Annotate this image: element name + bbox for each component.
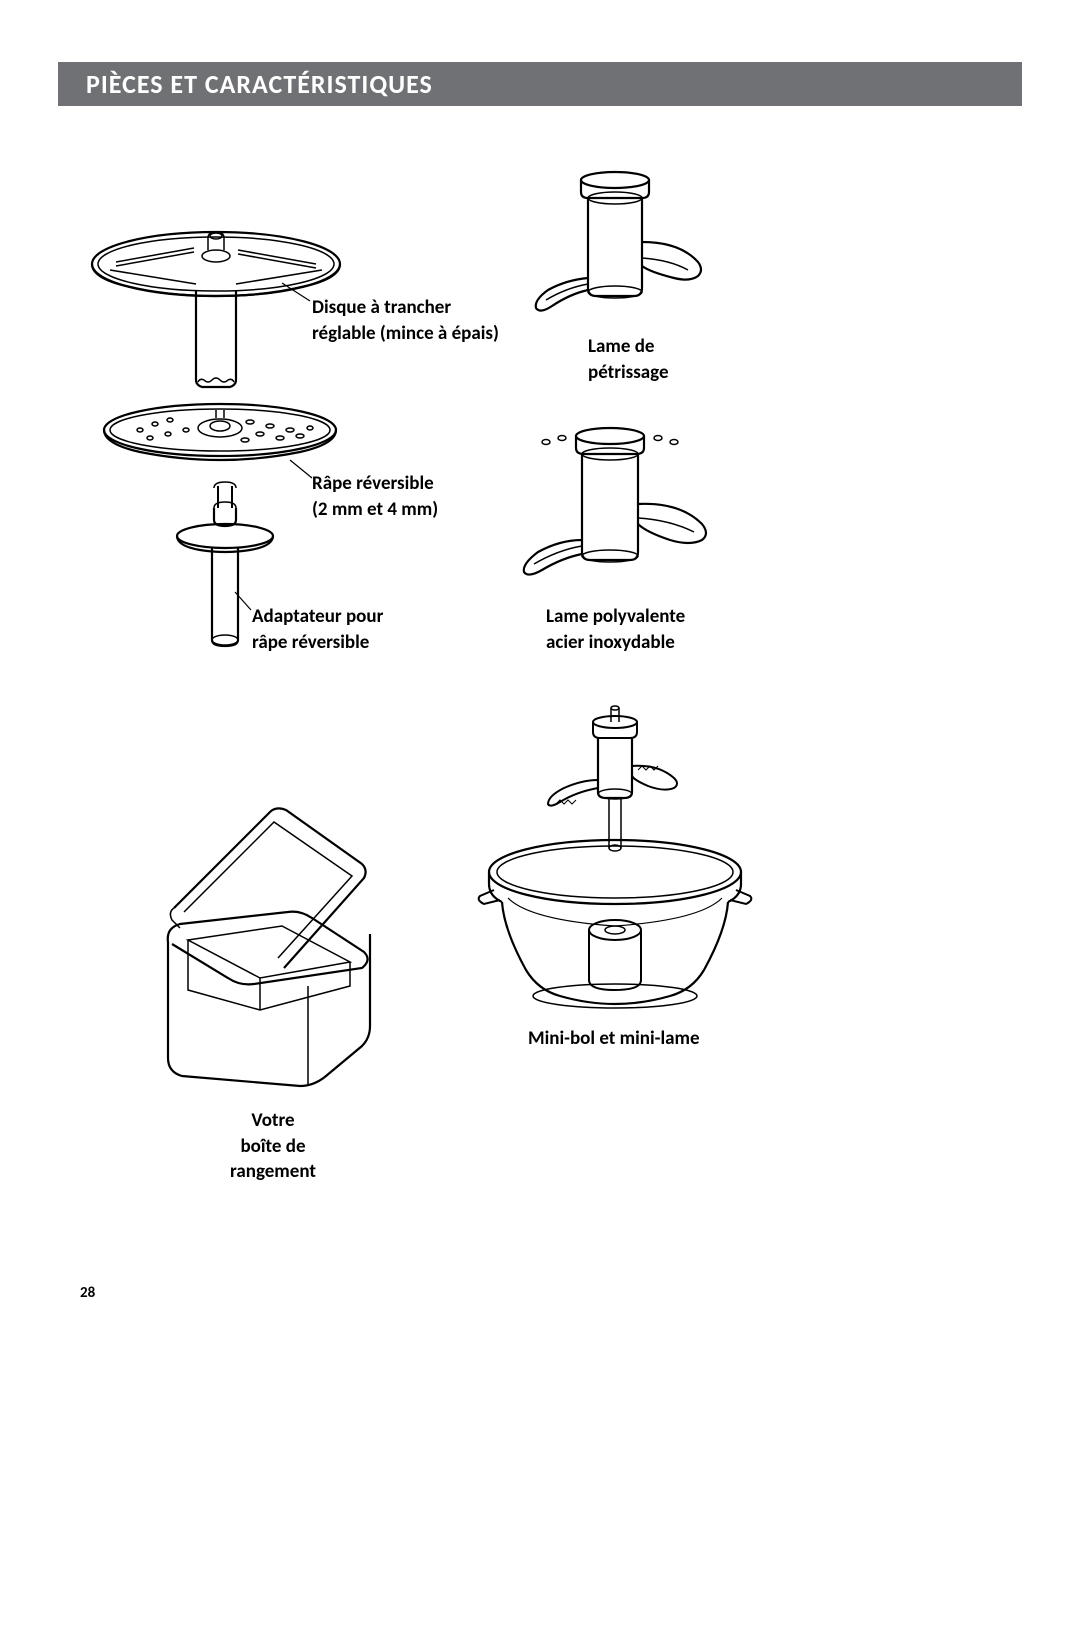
section-title: PIÈCES ET CARACTÉRISTIQUES (86, 68, 433, 100)
section-header: PIÈCES ET CARACTÉRISTIQUES (58, 62, 1022, 106)
multipurpose-blade-label: Lame polyvalente acier inoxydable (546, 604, 685, 655)
multipurpose-blade-icon (520, 424, 720, 594)
mini-bowl-label: Mini-bol et mini-lame (528, 1026, 700, 1052)
slicing-disc-label: Disque à trancher réglable (mince à épai… (312, 295, 499, 346)
slicing-disc-icon (86, 220, 346, 400)
page-number: 28 (80, 1284, 95, 1302)
shredding-disc-label: Râpe réversible (2 mm et 4 mm) (312, 471, 438, 522)
adapter-label: Adaptateur pour râpe réversible (252, 604, 383, 655)
dough-blade-label: Lame de pétrissage (588, 334, 669, 385)
dough-blade-icon (530, 168, 720, 328)
leader-shredding (290, 460, 314, 480)
leader-adapter (235, 592, 255, 612)
leader-slicing (282, 283, 312, 303)
storage-box-icon (150, 800, 380, 1090)
storage-box-label: Votre boîte de rangement (208, 1108, 338, 1185)
mini-bowl-icon (480, 700, 750, 1020)
